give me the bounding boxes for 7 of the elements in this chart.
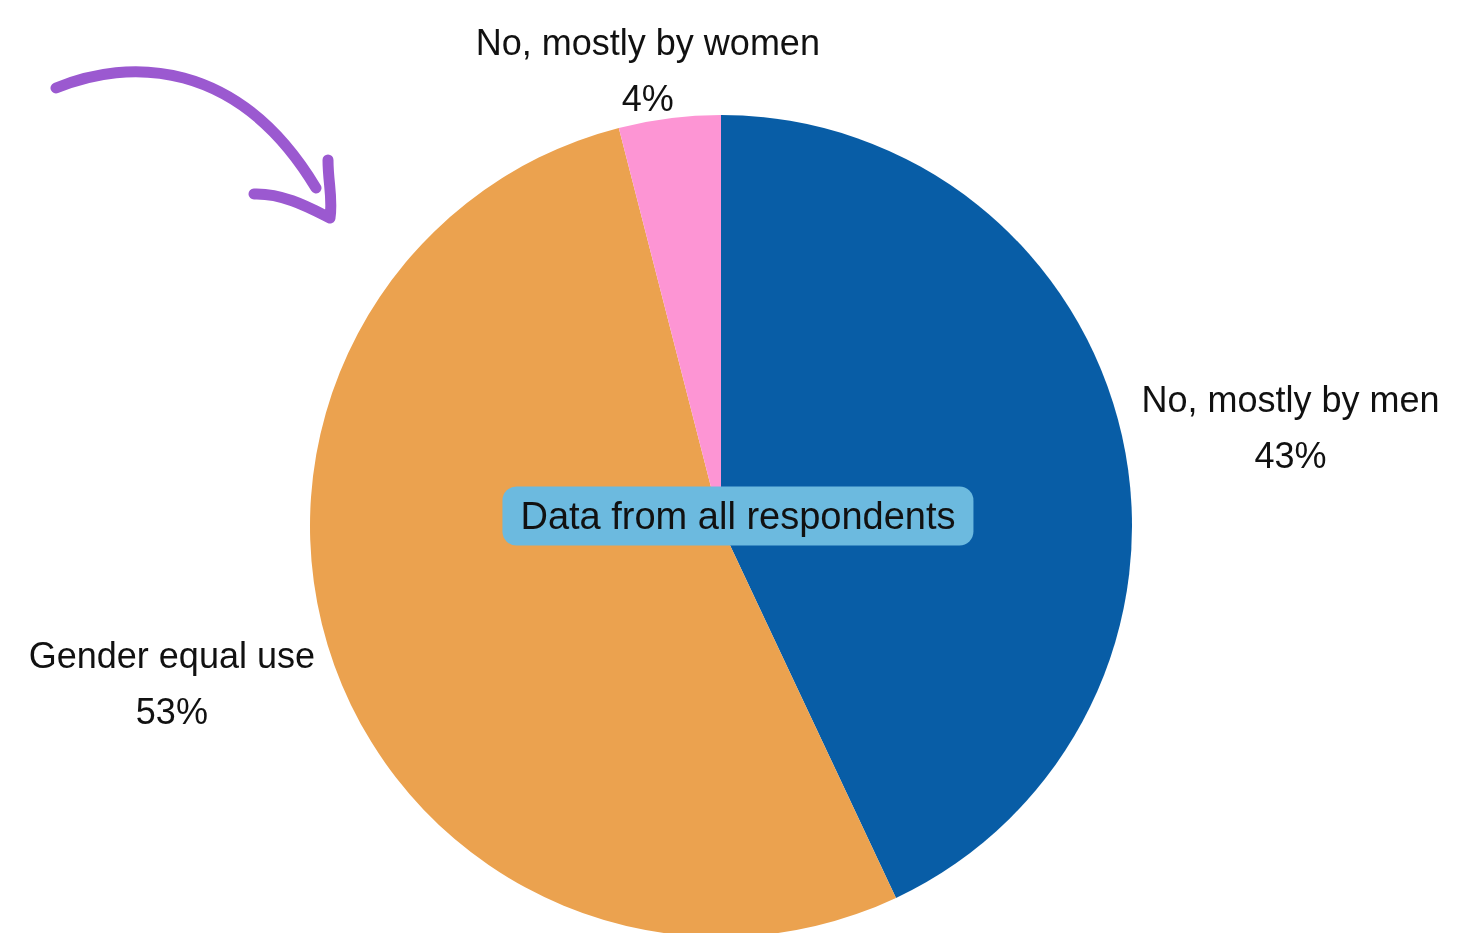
text: Data from all respondents bbox=[502, 486, 974, 546]
slice-label: No, mostly by men bbox=[1141, 378, 1440, 420]
data-label: 53% bbox=[135, 690, 208, 732]
data-label: 43% bbox=[1254, 434, 1327, 476]
slice-label: Gender equal use bbox=[28, 634, 315, 676]
data-label: 4% bbox=[621, 78, 674, 120]
slice-label: No, mostly by women bbox=[475, 22, 820, 64]
